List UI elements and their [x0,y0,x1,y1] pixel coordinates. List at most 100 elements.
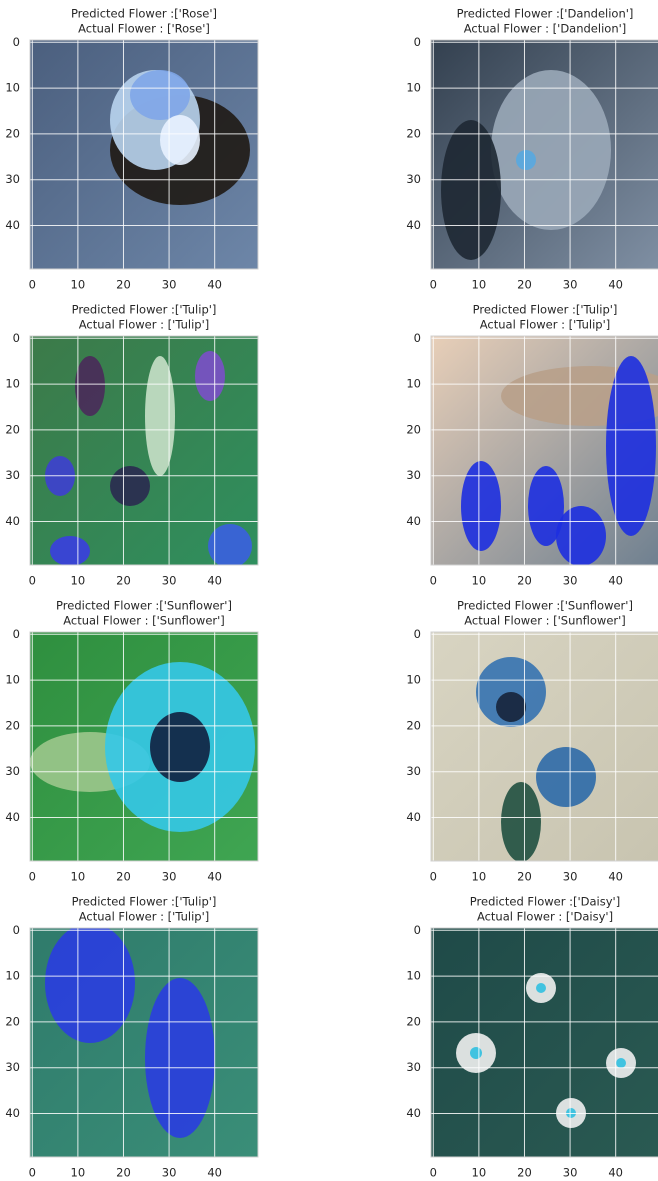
subplot: Predicted Flower :['Daisy']Actual Flower… [406,895,658,1180]
image-shape [45,923,135,1043]
y-tick-label: 30 [406,764,421,778]
subplot: Predicted Flower :['Tulip']Actual Flower… [5,303,258,588]
y-tick-label: 30 [406,172,421,186]
image-shape [556,506,606,566]
title-actual: Actual Flower : ['Daisy'] [477,910,613,924]
y-tick-label: 0 [13,627,20,641]
page: Predicted Flower :['Rose']Actual Flower … [0,0,658,1181]
y-tick-label: 20 [5,126,20,140]
x-tick-label: 10 [472,870,487,884]
x-tick-label: 20 [517,1166,532,1180]
image [30,923,258,1157]
y-tick-label: 10 [406,969,421,983]
image [431,336,658,566]
image-shape [110,466,150,506]
x-tick-label: 0 [29,278,36,292]
title-actual: Actual Flower : ['Sunflower'] [63,614,225,628]
x-tick-label: 0 [430,278,437,292]
x-tick-label: 40 [207,574,222,588]
x-tick-label: 0 [29,1166,36,1180]
y-tick-label: 30 [5,1060,20,1074]
subplot: Predicted Flower :['Tulip']Actual Flower… [5,895,258,1180]
y-tick-label: 0 [13,923,20,937]
y-tick-label: 10 [5,377,20,391]
y-tick-label: 30 [5,468,20,482]
image [30,336,258,568]
y-tick-label: 30 [406,1060,421,1074]
y-tick-label: 40 [406,1106,421,1120]
image-shape [470,1047,482,1059]
y-tick-label: 40 [406,218,421,232]
x-tick-label: 10 [472,278,487,292]
x-tick-label: 10 [71,574,86,588]
title-predicted: Predicted Flower :['Daisy'] [470,895,620,909]
x-tick-label: 40 [608,574,623,588]
x-tick-label: 30 [162,870,177,884]
image [30,40,258,269]
image-shape [616,1058,626,1068]
y-tick-label: 10 [5,81,20,95]
subplot: Predicted Flower :['Tulip']Actual Flower… [406,303,658,588]
x-tick-label: 20 [116,870,131,884]
x-tick-label: 30 [162,574,177,588]
x-tick-label: 40 [608,1166,623,1180]
image-shape [195,351,225,401]
image [431,928,658,1157]
image-shape [441,120,501,260]
image-shape [145,978,215,1138]
title-predicted: Predicted Flower :['Rose'] [71,7,217,21]
y-tick-label: 40 [5,218,20,232]
y-tick-label: 10 [406,81,421,95]
y-tick-label: 40 [406,514,421,528]
title-predicted: Predicted Flower :['Tulip'] [473,303,618,317]
image-shape [75,356,105,416]
y-tick-label: 10 [406,377,421,391]
x-tick-label: 10 [71,870,86,884]
x-tick-label: 40 [207,1166,222,1180]
x-tick-label: 0 [29,870,36,884]
title-predicted: Predicted Flower :['Sunflower'] [457,599,633,613]
image-shape [145,356,175,476]
y-tick-label: 0 [13,331,20,345]
y-tick-label: 40 [5,1106,20,1120]
x-tick-label: 20 [517,278,532,292]
title-actual: Actual Flower : ['Tulip'] [79,318,209,332]
title-actual: Actual Flower : ['Sunflower'] [464,614,626,628]
x-tick-label: 20 [116,574,131,588]
title-actual: Actual Flower : ['Rose'] [78,22,210,36]
x-tick-label: 0 [430,1166,437,1180]
y-tick-label: 30 [5,172,20,186]
y-tick-label: 20 [406,1014,421,1028]
title-actual: Actual Flower : ['Dandelion'] [464,22,627,36]
y-tick-label: 20 [5,1014,20,1028]
subplot: Predicted Flower :['Sunflower']Actual Fl… [406,599,658,884]
y-tick-label: 20 [5,422,20,436]
image-shape [516,150,536,170]
title-predicted: Predicted Flower :['Tulip'] [72,303,217,317]
x-tick-label: 20 [517,870,532,884]
image-shape [606,356,656,536]
image-shape [461,461,501,551]
y-tick-label: 0 [414,923,421,937]
figure: Predicted Flower :['Rose']Actual Flower … [0,0,658,1181]
x-tick-label: 10 [71,278,86,292]
y-tick-label: 40 [5,514,20,528]
title-actual: Actual Flower : ['Tulip'] [480,318,610,332]
image [431,40,658,269]
x-tick-label: 40 [608,870,623,884]
x-tick-label: 30 [563,870,578,884]
y-tick-label: 0 [414,331,421,345]
title-predicted: Predicted Flower :['Tulip'] [72,895,217,909]
image-shape [50,536,90,566]
y-tick-label: 10 [406,673,421,687]
y-tick-label: 0 [13,35,20,49]
image-shape [536,747,596,807]
image-shape [491,70,611,230]
x-tick-label: 0 [430,870,437,884]
x-tick-label: 40 [207,278,222,292]
x-tick-label: 10 [71,1166,86,1180]
x-tick-label: 10 [472,1166,487,1180]
x-tick-label: 30 [563,1166,578,1180]
y-tick-label: 30 [5,764,20,778]
image-shape [536,983,546,993]
